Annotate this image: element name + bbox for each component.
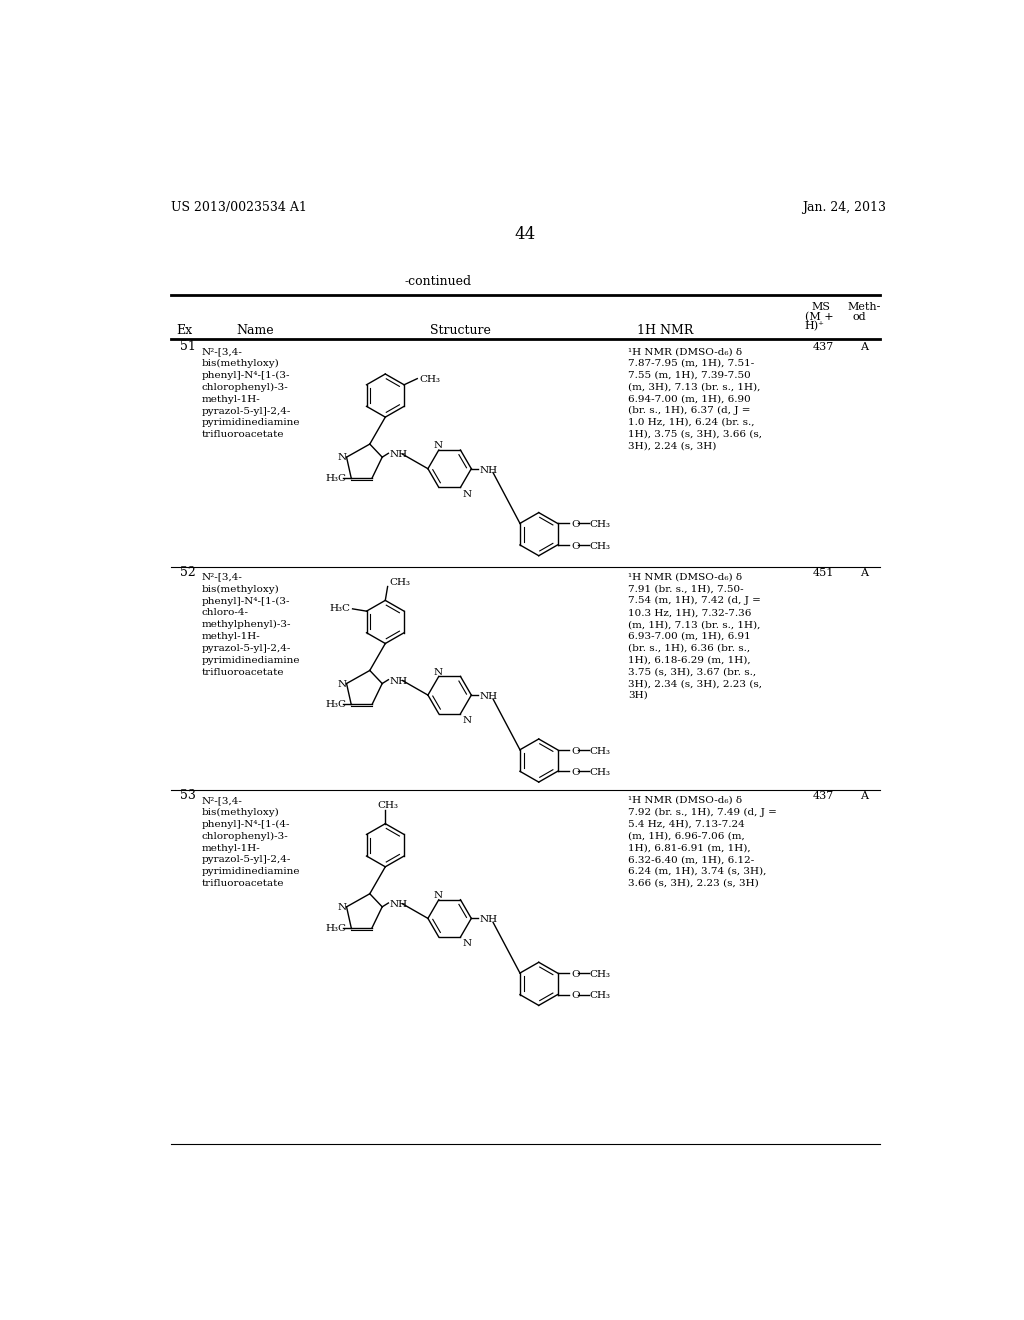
Text: (M +: (M + (805, 312, 834, 322)
Text: CH₃: CH₃ (389, 578, 411, 587)
Text: N²-[3,4-
bis(methyloxy)
phenyl]-N⁴-[1-(3-
chloro-4-
methylphenyl)-3-
methyl-1H-
: N²-[3,4- bis(methyloxy) phenyl]-N⁴-[1-(3… (202, 573, 300, 677)
Text: Meth-: Meth- (847, 302, 881, 312)
Text: A: A (860, 568, 868, 578)
Text: N: N (462, 715, 471, 725)
Text: MS: MS (812, 302, 830, 312)
Text: od: od (853, 312, 866, 322)
Text: A: A (860, 791, 868, 801)
Text: N²-[3,4-
bis(methyloxy)
phenyl]-N⁴-[1-(3-
chlorophenyl)-3-
methyl-1H-
pyrazol-5-: N²-[3,4- bis(methyloxy) phenyl]-N⁴-[1-(3… (202, 347, 300, 440)
Text: NH: NH (389, 677, 408, 685)
Text: CH₃: CH₃ (590, 768, 610, 777)
Text: H₃C: H₃C (326, 474, 347, 483)
Text: N: N (433, 441, 442, 450)
Text: N: N (433, 891, 442, 900)
Text: O: O (571, 541, 581, 550)
Text: 1H NMR: 1H NMR (637, 323, 693, 337)
Text: H₃C: H₃C (330, 605, 350, 614)
Text: H₃C: H₃C (326, 701, 347, 709)
Text: US 2013/0023534 A1: US 2013/0023534 A1 (171, 201, 306, 214)
Text: O: O (571, 991, 581, 1001)
Text: O: O (571, 747, 581, 755)
Text: H)⁺: H)⁺ (805, 321, 824, 331)
Text: 437: 437 (812, 342, 834, 352)
Text: Jan. 24, 2013: Jan. 24, 2013 (802, 201, 886, 214)
Text: NH: NH (389, 450, 408, 459)
Text: -continued: -continued (404, 276, 472, 289)
Text: N: N (433, 668, 442, 677)
Text: NH: NH (479, 466, 498, 475)
Text: 451: 451 (812, 568, 834, 578)
Text: CH₃: CH₃ (590, 991, 610, 1001)
Text: A: A (860, 342, 868, 352)
Text: CH₃: CH₃ (378, 801, 398, 810)
Text: NH: NH (479, 915, 498, 924)
Text: N: N (337, 903, 346, 912)
Text: O: O (571, 520, 581, 529)
Text: NH: NH (479, 692, 498, 701)
Text: ¹H NMR (DMSO-d₆) δ
7.91 (br. s., 1H), 7.50-
7.54 (m, 1H), 7.42 (d, J =
10.3 Hz, : ¹H NMR (DMSO-d₆) δ 7.91 (br. s., 1H), 7.… (628, 573, 762, 700)
Text: CH₃: CH₃ (590, 970, 610, 979)
Text: CH₃: CH₃ (590, 541, 610, 550)
Text: N: N (337, 453, 346, 462)
Text: Structure: Structure (430, 323, 492, 337)
Text: N²-[3,4-
bis(methyloxy)
phenyl]-N⁴-[1-(4-
chlorophenyl)-3-
methyl-1H-
pyrazol-5-: N²-[3,4- bis(methyloxy) phenyl]-N⁴-[1-(4… (202, 796, 300, 888)
Text: N: N (462, 940, 471, 948)
Text: H₃C: H₃C (326, 924, 347, 933)
Text: 437: 437 (812, 791, 834, 801)
Text: CH₃: CH₃ (590, 747, 610, 755)
Text: ¹H NMR (DMSO-d₆) δ
7.92 (br. s., 1H), 7.49 (d, J =
5.4 Hz, 4H), 7.13-7.24
(m, 1H: ¹H NMR (DMSO-d₆) δ 7.92 (br. s., 1H), 7.… (628, 796, 777, 888)
Text: ¹H NMR (DMSO-d₆) δ
7.87-7.95 (m, 1H), 7.51-
7.55 (m, 1H), 7.39-7.50
(m, 3H), 7.1: ¹H NMR (DMSO-d₆) δ 7.87-7.95 (m, 1H), 7.… (628, 347, 762, 450)
Text: NH: NH (389, 900, 408, 909)
Text: Ex: Ex (176, 323, 193, 337)
Text: 53: 53 (180, 789, 196, 803)
Text: Name: Name (237, 323, 274, 337)
Text: 52: 52 (180, 566, 196, 578)
Text: CH₃: CH₃ (590, 520, 610, 529)
Text: O: O (571, 768, 581, 777)
Text: CH₃: CH₃ (420, 375, 440, 384)
Text: N: N (462, 490, 471, 499)
Text: O: O (571, 970, 581, 979)
Text: N: N (337, 680, 346, 689)
Text: 44: 44 (514, 226, 536, 243)
Text: 51: 51 (180, 341, 196, 354)
